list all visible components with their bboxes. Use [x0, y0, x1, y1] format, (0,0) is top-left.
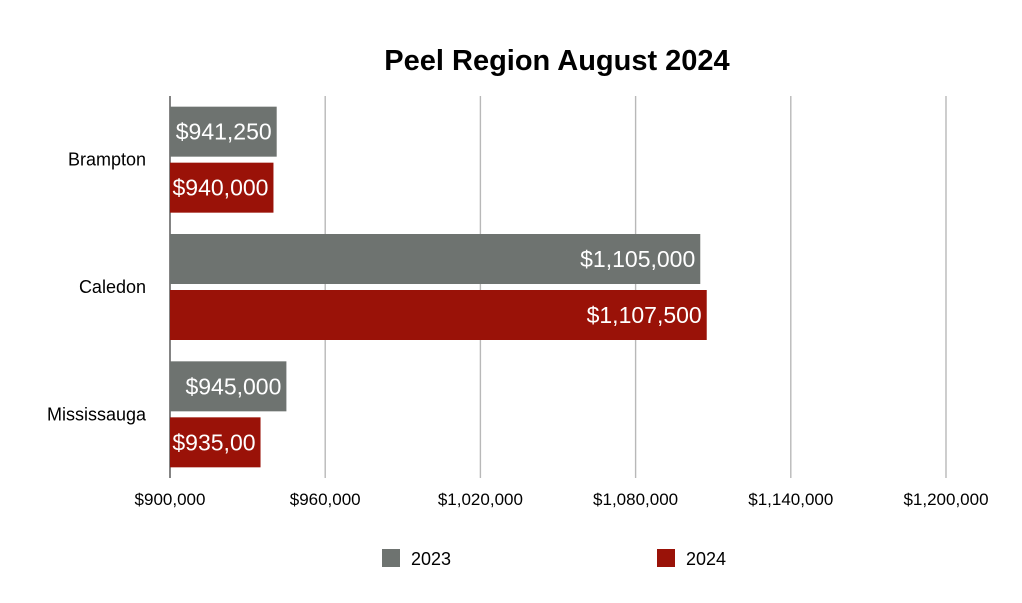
bar	[170, 290, 707, 340]
x-tick-label: $900,000	[135, 490, 206, 509]
bar-value-label: $940,000	[173, 175, 269, 201]
legend-label: 2024	[686, 549, 726, 569]
category-label: Mississauga	[47, 404, 147, 424]
x-tick-label: $960,000	[290, 490, 361, 509]
bar-value-label: $935,00	[172, 429, 255, 455]
legend-swatch	[382, 549, 400, 567]
bar	[170, 234, 701, 284]
category-label: Caledon	[79, 277, 146, 297]
legend-swatch	[657, 549, 675, 567]
x-tick-labels: $900,000 $960,000 $1,020,000 $1,080,000 $1,1…	[135, 490, 989, 509]
grid-lines	[169, 96, 947, 478]
x-tick-label: $1,020,000	[438, 490, 523, 509]
x-tick-label: $1,080,000	[593, 490, 678, 509]
bar-value-label: $1,105,000	[580, 246, 695, 272]
bar	[170, 106, 277, 157]
category-labels: Brampton Caledon Mississauga	[47, 150, 147, 425]
category-label: Brampton	[68, 150, 146, 170]
bar-value-label: $945,000	[185, 373, 281, 399]
legend-label: 2023	[411, 549, 451, 569]
bar-value-label: $1,107,500	[587, 302, 702, 328]
legend: 2023 2024	[382, 549, 726, 569]
bars: $941,250 $940,000 $1,105,000 $1,107,500 $945…	[170, 106, 707, 468]
chart-title: Peel Region August 2024	[384, 45, 729, 77]
bar	[170, 417, 261, 468]
bar	[170, 162, 274, 213]
bar-value-label: $941,250	[176, 119, 272, 145]
bar	[170, 361, 287, 412]
x-tick-label: $1,140,000	[748, 490, 833, 509]
x-tick-label: $1,200,000	[903, 490, 988, 509]
